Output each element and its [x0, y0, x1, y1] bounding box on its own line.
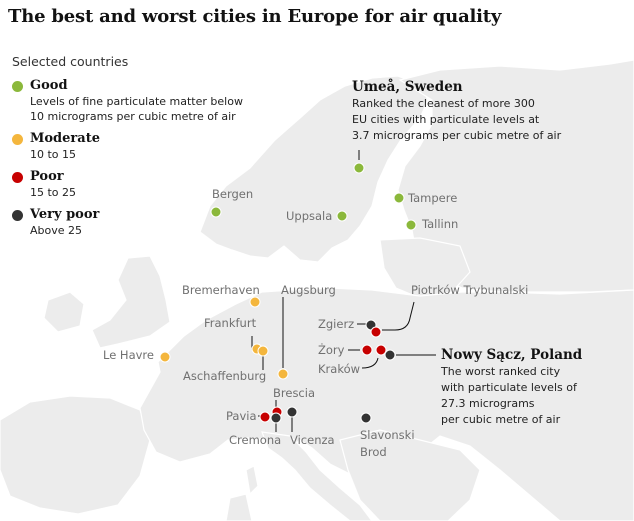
page-title: The best and worst cities in Europe for … — [8, 6, 502, 27]
callout-nowy-sacz-line-4: per cubic metre of air — [441, 413, 561, 426]
land-balkans — [339, 429, 481, 521]
city-label-pavia: Pavia — [226, 409, 257, 423]
legend-desc-good-2: 10 micrograms per cubic metre of air — [30, 110, 236, 123]
leader-krakow — [361, 357, 379, 369]
callout-nowy-sacz-line-2: with particulate levels of — [441, 381, 577, 394]
legend-item-very-poor: Very poor Above 25 — [12, 206, 262, 238]
land-italy — [261, 431, 373, 521]
callout-nowy-sacz-line-3: 27.3 micrograms — [441, 397, 535, 410]
legend-dot-poor — [12, 172, 23, 183]
city-label-vicenza: Vicenza — [290, 433, 335, 447]
city-label-piotrkow: Piotrków Trybunalski — [411, 283, 529, 297]
city-marker-nowy-sącz — [384, 349, 396, 361]
legend-label-poor: Poor — [30, 169, 64, 184]
city-marker-kraków — [375, 344, 387, 356]
callout-umea-line-1: Ranked the cleanest of more 300 — [352, 97, 535, 110]
land-finland-russia — [397, 59, 634, 293]
city-marker-żory — [361, 344, 373, 356]
city-label-cremona: Cremona — [229, 433, 282, 447]
land-sardinia — [225, 493, 253, 521]
city-marker-piotrków-trybunalski — [370, 326, 382, 338]
city-label-zory: Żory — [318, 343, 345, 357]
legend-desc-very-poor: Above 25 — [30, 224, 83, 237]
city-marker-tallinn — [405, 219, 417, 231]
city-marker-cremona — [270, 412, 282, 424]
legend-item-good: Good Levels of fine particulate matter b… — [12, 77, 262, 124]
city-label-uppsala: Uppsala — [286, 209, 333, 223]
city-label-frankfurt: Frankfurt — [204, 316, 257, 330]
leader-lines — [251, 150, 436, 432]
city-marker-aschaffenburg — [257, 345, 269, 357]
legend-desc-poor: 15 to 25 — [30, 186, 77, 199]
city-marker-augsburg — [277, 368, 289, 380]
city-label-le-havre: Le Havre — [103, 348, 154, 362]
city-marker-le-havre — [159, 351, 171, 363]
legend-heading: Selected countries — [12, 54, 129, 69]
legend: Selected countries Good Levels of fine p… — [12, 54, 262, 244]
city-marker-umeå — [353, 162, 365, 174]
land-iberia — [0, 395, 151, 515]
land-baltics — [379, 237, 471, 299]
city-marker-pavia — [259, 411, 271, 423]
callout-umea: Umeå, Sweden Ranked the cleanest of more… — [352, 78, 561, 144]
city-marker-bergen — [210, 206, 222, 218]
land-corsica — [245, 465, 259, 496]
city-marker-vicenza — [286, 406, 298, 418]
city-label-tampere: Tampere — [408, 191, 458, 205]
callout-umea-title: Umeå, Sweden — [352, 79, 463, 95]
city-markers — [159, 162, 417, 424]
city-marker-slavonski-brod — [360, 412, 372, 424]
callout-umea-line-3: 3.7 micrograms per cubic metre of air — [352, 129, 562, 142]
legend-dot-very-poor — [12, 210, 23, 221]
leader-piotrkow — [382, 301, 415, 331]
city-label-zgierz: Zgierz — [318, 317, 355, 331]
callout-nowy-sacz-title: Nowy Sącz, Poland — [441, 347, 583, 363]
land-scandinavia — [199, 75, 429, 263]
city-marker-uppsala — [336, 210, 348, 222]
city-label-krakow: Kraków — [318, 362, 361, 376]
callout-umea-line-2: EU cities with particulate levels at — [352, 113, 540, 126]
city-marker-bremerhaven — [249, 296, 261, 308]
land-masses — [0, 59, 634, 521]
legend-label-good: Good — [30, 78, 68, 93]
legend-item-moderate: Moderate 10 to 15 — [12, 130, 262, 162]
city-label-bergen: Bergen — [212, 187, 254, 201]
legend-desc-good-1: Levels of fine particulate matter below — [30, 95, 243, 108]
callout-nowy-sacz-line-1: The worst ranked city — [441, 365, 561, 378]
city-label-brescia: Brescia — [273, 386, 315, 400]
city-label-augsburg: Augsburg — [281, 283, 336, 297]
legend-label-very-poor: Very poor — [30, 207, 100, 222]
city-label-aschaffenburg: Aschaffenburg — [183, 369, 267, 383]
city-label-bremerhaven: Bremerhaven — [182, 283, 260, 297]
city-label-tallinn: Tallinn — [422, 217, 459, 231]
land-ireland — [43, 291, 85, 333]
land-uk — [91, 255, 171, 349]
legend-dot-moderate — [12, 134, 23, 145]
city-label-slavonski-brod: Slavonski Brod — [360, 428, 415, 459]
city-marker-tampere — [393, 192, 405, 204]
legend-desc-moderate: 10 to 15 — [30, 148, 77, 161]
callout-nowy-sacz: Nowy Sącz, Poland The worst ranked city … — [441, 346, 582, 428]
legend-dot-good — [12, 81, 23, 92]
legend-item-poor: Poor 15 to 25 — [12, 168, 262, 200]
legend-label-moderate: Moderate — [30, 131, 100, 146]
